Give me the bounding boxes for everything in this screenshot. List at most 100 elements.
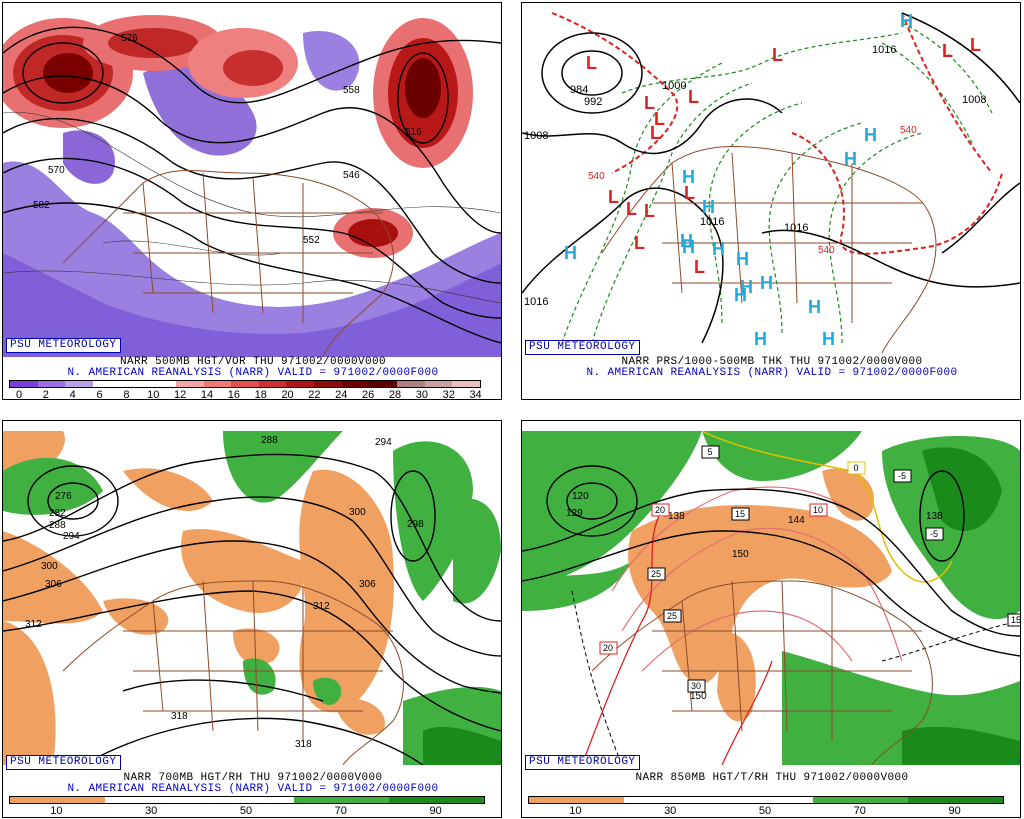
contour-label: 318 — [171, 711, 188, 722]
contour-label: 150 — [732, 549, 749, 560]
colorbar-segment — [104, 797, 201, 803]
isobar-label: 1000 — [662, 80, 686, 92]
low-pressure-marker: L — [644, 201, 655, 221]
high-pressure-marker: H — [734, 285, 747, 305]
contour-label: 288 — [49, 520, 66, 531]
high-pressure-marker: H — [754, 329, 767, 349]
temperature-label: 20 — [603, 643, 613, 653]
contour-label: 294 — [63, 531, 80, 542]
colorbar-tick-label: 50 — [758, 805, 772, 817]
isobar-label: 1008 — [962, 94, 986, 106]
contour-label: 312 — [25, 619, 42, 630]
high-pressure-marker: H — [682, 237, 695, 257]
contour-label: 298 — [407, 519, 424, 530]
low-pressure-marker: L — [650, 123, 661, 143]
colorbar-tick-label: 34 — [469, 389, 482, 401]
low-pressure-marker: L — [684, 183, 695, 203]
map-850mb: 120 129 138 150 150 138 144 5 20 15 10 0 -5 -5… — [522, 431, 1020, 765]
contour-label: 570 — [48, 165, 65, 176]
high-pressure-marker: H — [702, 197, 715, 217]
low-pressure-marker: L — [772, 45, 783, 65]
thickness-label: 540 — [818, 245, 835, 256]
contour-label: 288 — [261, 435, 278, 446]
isobar-label: 1016 — [872, 44, 896, 56]
colorbar-tick-label: 2 — [42, 389, 49, 401]
colorbar-tick-label: 32 — [442, 389, 455, 401]
temperature-label: 25 — [651, 569, 661, 579]
caption-line1: NARR 500MB HGT/VOR THU 971002/0000V000 — [119, 356, 387, 368]
map-700mb-svg: 288 294 276 282 288 294 300 306 300 306 … — [3, 431, 501, 765]
contour-label: 129 — [566, 508, 583, 519]
contour-label: 276 — [55, 491, 72, 502]
caption-line1: NARR PRS/1000-500MB THK THU 971002/0000V… — [621, 356, 923, 368]
colorbar-tick-label: 28 — [388, 389, 402, 401]
temperature-label-box — [925, 527, 944, 541]
low-pressure-marker: L — [694, 257, 705, 277]
colorbar — [528, 796, 1004, 804]
colorbar-segment — [148, 381, 177, 387]
colorbar-tick-label: 18 — [254, 389, 267, 401]
isobar-label: 992 — [584, 96, 602, 108]
contour-label: 144 — [788, 515, 805, 526]
temperature-label-box — [701, 445, 720, 459]
contour-label: 318 — [295, 739, 312, 750]
colorbar-tick-label: 16 — [227, 389, 240, 401]
high-pressure-marker: H — [822, 329, 835, 349]
low-pressure-marker: L — [626, 199, 637, 219]
contour-label: 306 — [45, 579, 62, 590]
isobar-label: 1016 — [524, 296, 548, 308]
high-pressure-marker: H — [682, 167, 695, 187]
colorbar-segment — [397, 381, 426, 387]
temperature-label: 15 — [735, 509, 745, 519]
temperature-label-box — [599, 641, 618, 655]
colorbar-tick-label: 30 — [145, 805, 158, 817]
temperature-label: 30 — [691, 681, 701, 691]
isobar-label: 1008 — [524, 130, 548, 142]
isobar-label: 1016 — [784, 222, 808, 234]
colorbar-tick-label: 10 — [147, 389, 160, 401]
colorbar-segment — [369, 381, 398, 387]
map-500mb-svg: 576 558 570 582 516 546 552 — [3, 13, 501, 357]
colorbar-tick-label: 6 — [96, 389, 103, 401]
low-pressure-marker: L — [688, 87, 699, 107]
colorbar-tick-label: 90 — [948, 805, 961, 817]
contour-label: 552 — [303, 235, 320, 246]
contour-label: 138 — [668, 511, 685, 522]
colorbar-segment — [120, 381, 149, 387]
caption-line2: N. AMERICAN REANALYSIS (NARR) VALID = 97… — [586, 367, 958, 379]
high-pressure-marker: H — [740, 277, 753, 297]
thickness-label: 540 — [588, 171, 605, 182]
contour-label: 558 — [343, 85, 360, 96]
contour-label: 546 — [343, 170, 360, 181]
colorbar-tick-label: 20 — [281, 389, 294, 401]
panel-pressure-thickness: 984 992 1000 1008 1016 1016 1016 1016 10… — [521, 2, 1021, 400]
contour-label: 138 — [926, 511, 943, 522]
colorbar-tick-label: 30 — [664, 805, 677, 817]
colorbar-segment — [529, 797, 625, 803]
temperature-label: 0 — [853, 463, 858, 473]
colorbar-segment — [10, 381, 39, 387]
colorbar-segment — [813, 797, 909, 803]
colorbar-segment — [623, 797, 720, 803]
temperature-label: 25 — [667, 611, 677, 621]
temperature-label: 5 — [707, 447, 712, 457]
contour-label: 582 — [33, 200, 50, 211]
low-pressure-marker: L — [608, 187, 619, 207]
panel-850mb-hgt-t-rh: 120 129 138 150 150 138 144 5 20 15 10 0 -5 -5… — [521, 420, 1021, 818]
contour-label: 306 — [359, 579, 376, 590]
map-850mb-svg: 120 129 138 150 150 138 144 5 20 15 10 0 -5 -5… — [522, 431, 1020, 765]
colorbar-segment — [424, 381, 453, 387]
panel-700mb-hgt-rh: 288 294 276 282 288 294 300 306 300 306 … — [2, 420, 502, 818]
colorbar-tick-label: 50 — [239, 805, 253, 817]
colorbar-segment — [718, 797, 814, 803]
colorbar-tick-label: 70 — [334, 805, 347, 817]
colorbar-segment — [389, 797, 485, 803]
contour-label: 516 — [405, 127, 422, 138]
temperature-label-box — [893, 469, 912, 483]
high-pressure-marker: H — [736, 249, 749, 269]
colorbar-segment — [37, 381, 66, 387]
contour-label: 120 — [572, 491, 589, 502]
temperature-label: -5 — [930, 529, 938, 539]
temperature-label: 15 — [1011, 615, 1020, 625]
map-pressure: 984 992 1000 1008 1016 1016 1016 1016 10… — [522, 3, 1020, 357]
